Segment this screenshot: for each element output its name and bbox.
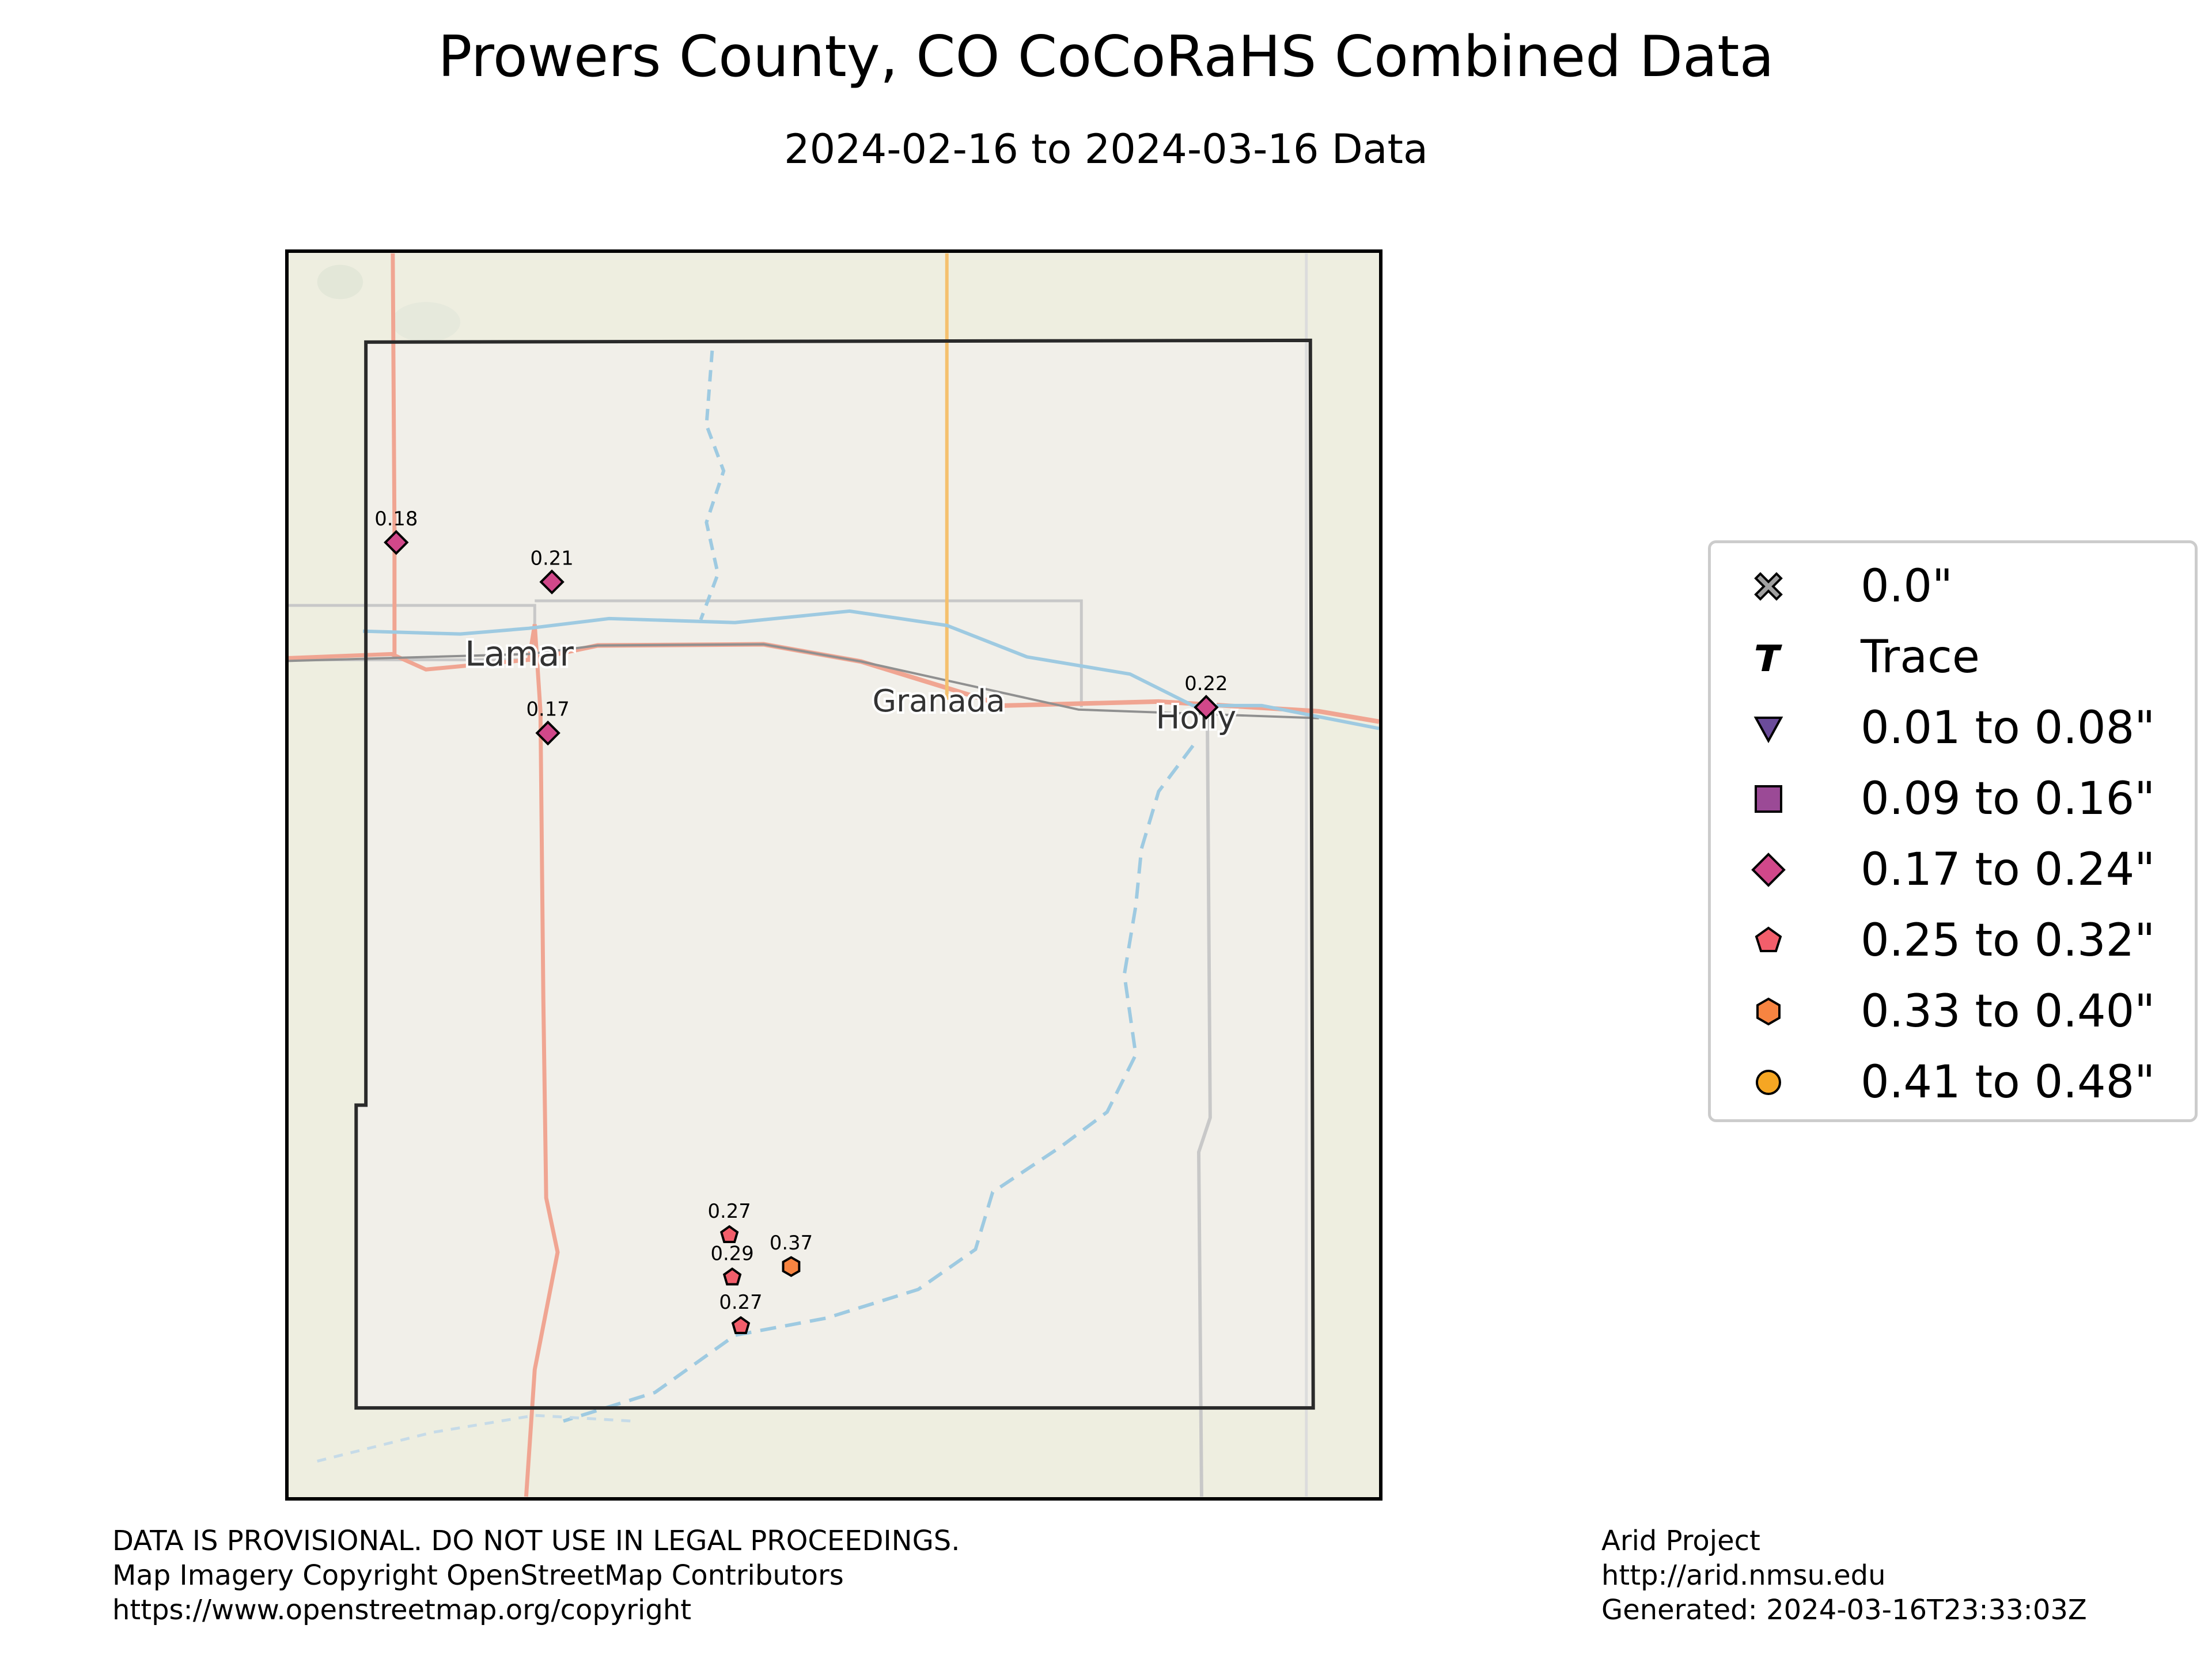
circle-icon [1756,1070,1781,1095]
legend-item: 0.25 to 0.32" [1711,909,2195,972]
footer-credits: Arid Project http://arid.nmsu.edu Genera… [1601,1524,2087,1627]
highway-line [524,624,560,1497]
triangle-down-icon [1753,717,1783,744]
road-line [535,599,1083,707]
map-panel[interactable]: Lamar Granada Holly 0.18 0.21 0.17 0.22 0.27… [285,249,1382,1501]
page-title: Prowers County, CO CoCoRaHS Combined Dat… [438,24,1774,90]
stream-line [317,1414,632,1463]
legend-label: 0.41 to 0.48" [1861,1056,2156,1108]
station-value-label: 0.27 [708,1200,751,1222]
station-marker-diamond-icon[interactable] [1194,695,1219,720]
county-boundary [354,338,1315,1410]
legend-label: 0.09 to 0.16" [1861,773,2156,825]
town-label-granada: Granada [873,683,1005,719]
legend-label: 0.01 to 0.08" [1861,702,2156,754]
terrain-patch [317,264,363,300]
footer-line: http://arid.nmsu.edu [1601,1559,1886,1592]
station-marker-pentagon-icon[interactable] [731,1316,751,1334]
stream-line [563,744,1195,1423]
terrain-patch [391,302,461,342]
legend-label: Trace [1861,631,1980,683]
station-value-label: 0.21 [531,547,574,569]
station-marker-diamond-icon[interactable] [384,529,409,555]
station-value-label: 0.27 [719,1291,762,1313]
page-subtitle: 2024-02-16 to 2024-03-16 Data [784,126,1428,173]
x-icon [1754,572,1783,601]
legend-label: 0.0" [1861,560,1953,612]
railroad-line [289,643,1319,719]
legend-item: 0.33 to 0.40" [1711,980,2195,1043]
town-label-lamar: Lamar [465,634,574,674]
highway-line [289,624,537,672]
town-label-holly: Holly [1156,699,1236,737]
footer-line: https://www.openstreetmap.org/copyright [112,1594,692,1626]
station-value-label: 0.17 [527,698,570,721]
diamond-icon [1751,853,1786,887]
station-marker-pentagon-icon[interactable] [719,1225,739,1243]
station-markers: 0.18 0.21 0.17 0.22 0.27 0.29 0.27 0.37 [374,507,1228,1334]
legend-item: 0.41 to 0.48" [1711,1051,2195,1114]
stream-line [699,350,726,620]
footer-disclaimer: DATA IS PROVISIONAL. DO NOT USE IN LEGAL… [112,1524,960,1627]
legend-label: 0.17 to 0.24" [1861,844,2156,896]
highway-line [391,253,397,654]
station-value-label: 0.29 [711,1243,754,1265]
station-marker-diamond-icon[interactable] [535,720,560,746]
legend-item: 0.17 to 0.24" [1711,838,2195,902]
station-value-label: 0.18 [374,507,418,530]
legend: 0.0" Trace 0.01 to 0.08" 0.09 to 0.16" 0… [1708,540,2198,1122]
station-marker-diamond-icon[interactable] [539,569,565,594]
station-marker-pentagon-icon[interactable] [722,1267,742,1286]
footer-line: Arid Project [1601,1525,1760,1557]
map-canvas[interactable]: Lamar Granada Holly 0.18 0.21 0.17 0.22 0.27… [289,253,1379,1497]
hexagon-icon [1756,997,1781,1026]
county-fill [356,340,1313,1408]
legend-item: 0.09 to 0.16" [1711,767,2195,831]
road-line [1196,711,1212,1497]
station-value-label: 0.22 [1184,672,1228,695]
legend-label: 0.33 to 0.40" [1861,986,2156,1037]
pentagon-icon [1755,926,1782,952]
station-value-label: 0.37 [770,1232,813,1254]
legend-item: 0.01 to 0.08" [1711,696,2195,760]
legend-item: Trace [1711,626,2195,689]
station-marker-hexagon-icon[interactable] [782,1256,801,1277]
trace-t-icon [1756,645,1782,671]
legend-item: 0.0" [1711,555,2195,618]
legend-label: 0.25 to 0.32" [1861,915,2156,967]
square-icon [1755,785,1782,813]
footer-line: Map Imagery Copyright OpenStreetMap Cont… [112,1559,844,1592]
footer-line: DATA IS PROVISIONAL. DO NOT USE IN LEGAL… [112,1525,960,1557]
footer-line: Generated: 2024-03-16T23:33:03Z [1601,1594,2087,1626]
